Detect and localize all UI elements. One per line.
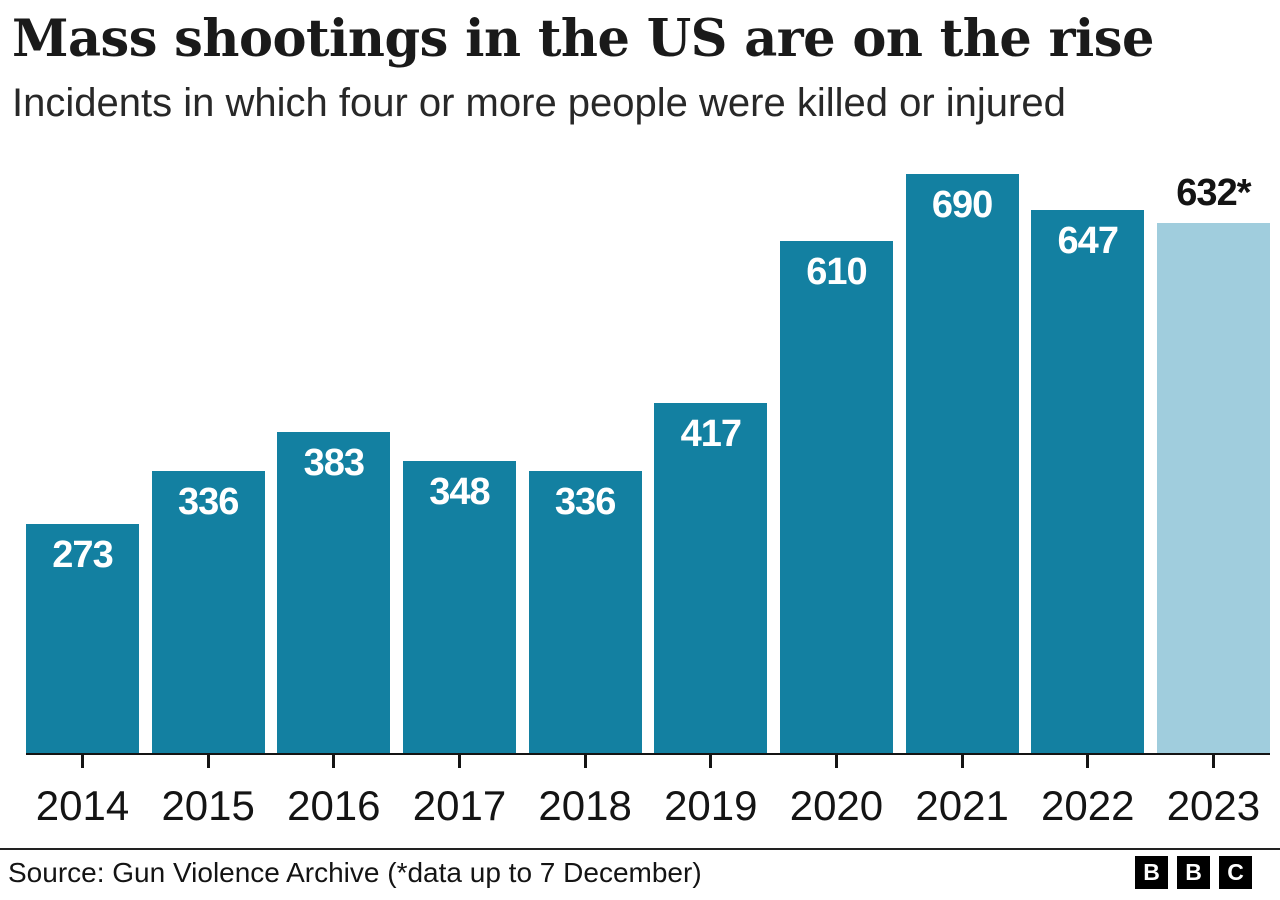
- tick-slot: [654, 755, 767, 768]
- bar-2017: 348: [402, 461, 516, 753]
- bars-container: 273 336 383 348 336 417 610 690 647 632*: [26, 150, 1270, 753]
- bar-2016: 383: [277, 431, 391, 753]
- tick-slot: [1157, 755, 1270, 768]
- tick-slot: [780, 755, 893, 768]
- tick-slot: [906, 755, 1019, 768]
- bar-2022: 647: [1031, 210, 1145, 753]
- x-axis-label-2015: 2015: [161, 782, 255, 829]
- x-axis-label-2016: 2016: [287, 782, 381, 829]
- chart-title: Mass shootings in the US are on the rise: [12, 9, 1154, 69]
- bar-value-label-2017: 348: [429, 471, 490, 513]
- bar-2015: 336: [151, 471, 265, 753]
- tick-slot: [403, 755, 516, 768]
- bbc-logo-block-b2: B: [1177, 856, 1210, 889]
- bar-2021: 690: [905, 174, 1019, 753]
- axis-tick: [81, 755, 84, 768]
- bar-2014: 273: [26, 523, 139, 753]
- x-axis-label-2022: 2022: [1041, 782, 1135, 829]
- bar-value-label-2015: 336: [177, 481, 239, 524]
- tick-slot: [152, 755, 265, 768]
- tick-slot: [1031, 755, 1144, 768]
- bar-value-label-2018: 336: [554, 481, 616, 524]
- tick-slot: [277, 755, 390, 768]
- x-axis-baseline: [26, 753, 1270, 755]
- axis-tick: [457, 755, 461, 768]
- plot-area: 273 336 383 348 336 417 610 690 647 632*: [26, 150, 1270, 753]
- axis-tick: [206, 755, 210, 768]
- x-axis-label-2021: 2021: [915, 782, 1009, 829]
- bar-2018: 336: [528, 471, 642, 753]
- bar-value-label-2016: 383: [303, 441, 365, 484]
- bar-2023: 632*: [1156, 172, 1270, 753]
- bar-value-label-2021: 690: [931, 184, 993, 226]
- bar-value-label-2014: 273: [52, 533, 113, 576]
- x-axis-label-2019: 2019: [664, 782, 758, 829]
- source-text: Source: Gun Violence Archive (*data up t…: [8, 856, 702, 888]
- axis-tick: [960, 755, 964, 768]
- axis-tick: [834, 755, 838, 768]
- bar-value-label-2022: 647: [1057, 220, 1119, 263]
- bbc-logo-block-c: C: [1219, 856, 1252, 889]
- footer: Source: Gun Violence Archive (*data up t…: [0, 850, 1280, 889]
- x-axis-label-2018: 2018: [538, 782, 632, 829]
- chart-subtitle: Incidents in which four or more people w…: [12, 81, 1066, 125]
- axis-tick: [332, 755, 336, 768]
- bbc-logo-block-b1: B: [1135, 856, 1168, 889]
- x-axis-label-2017: 2017: [412, 782, 507, 829]
- tick-slot: [26, 755, 139, 768]
- bar-2019: 417: [654, 403, 768, 753]
- x-axis-label-2020: 2020: [789, 782, 884, 829]
- axis-tick: [1211, 755, 1215, 768]
- bar-value-label-2019: 417: [680, 413, 742, 456]
- bar-2020: 610: [779, 241, 893, 753]
- axis-tick: [1086, 755, 1090, 768]
- bar-value-label-2020: 610: [806, 251, 867, 294]
- axis-tick: [709, 755, 713, 768]
- bar-value-label-2023: 632*: [1176, 171, 1251, 214]
- footer-divider: [0, 848, 1280, 850]
- x-axis-label-2014: 2014: [35, 782, 130, 829]
- tick-slot: [529, 755, 642, 768]
- x-axis-labels: 2014 2015 2016 2017 2018 2019 2020 2021 2022 2023: [26, 784, 1270, 828]
- chart-header: Mass shootings in the US are on the rise…: [0, 0, 1280, 150]
- x-axis-label-2023: 2023: [1166, 782, 1261, 829]
- bbc-logo: B B C: [1135, 856, 1252, 889]
- x-axis-ticks: [26, 755, 1270, 768]
- axis-tick: [583, 755, 587, 768]
